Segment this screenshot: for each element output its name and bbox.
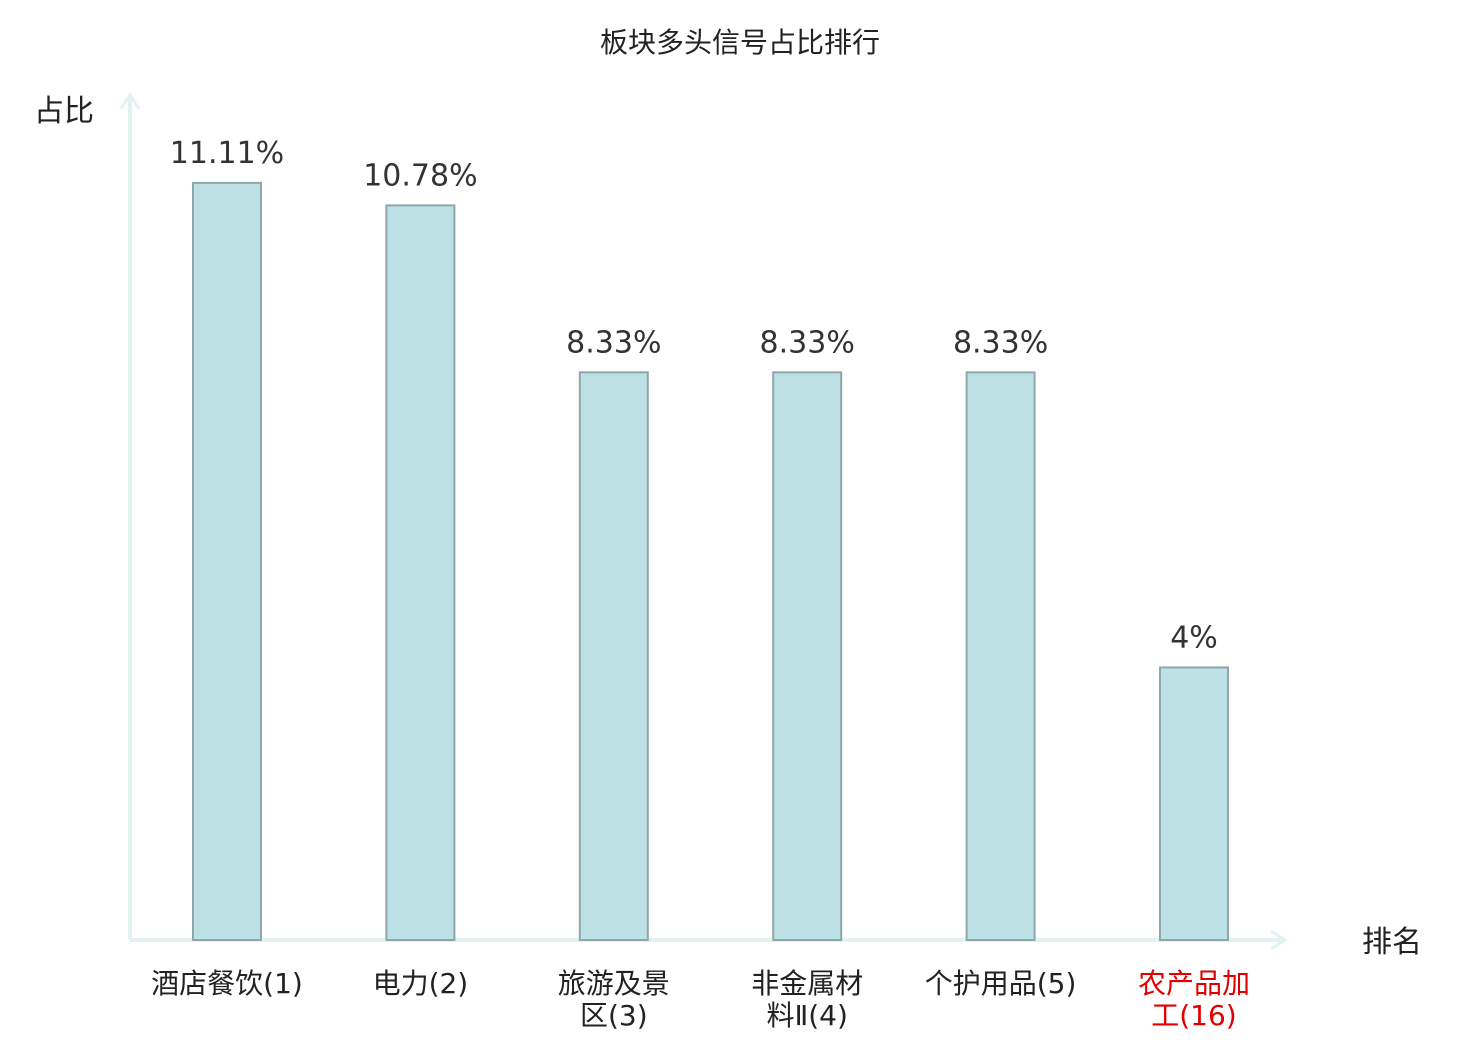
category-label-line: 旅游及景 xyxy=(558,967,670,1000)
category-labels-group: 酒店餐饮(1) 电力(2) 旅游及景区(3) 非金属材料Ⅱ(4) 个护用品(5) 农产品加… xyxy=(151,967,1250,1032)
x-axis-label: 排名 xyxy=(1362,925,1422,960)
category-label-line: 酒店餐饮(1) xyxy=(151,967,303,1000)
value-label: 10.78% xyxy=(363,158,477,193)
category-label-line: 非金属材 xyxy=(751,967,863,1000)
category-label-line: 个护用品(5) xyxy=(925,967,1077,1000)
bars-group xyxy=(192,181,1229,942)
value-label: 8.33% xyxy=(760,325,855,360)
y-axis-label: 占比 xyxy=(34,94,94,129)
category-label: 农产品加工(16) xyxy=(1138,967,1250,1032)
axes xyxy=(119,92,1288,951)
category-label-line: 电力(2) xyxy=(373,967,469,1000)
value-label: 11.11% xyxy=(170,136,284,171)
bar xyxy=(192,181,262,941)
y-axis-arrow-icon xyxy=(119,92,141,110)
bar xyxy=(772,371,843,941)
bar xyxy=(1159,666,1229,942)
value-label: 8.33% xyxy=(566,325,661,360)
chart-title: 板块多头信号占比排行 xyxy=(600,26,880,59)
value-label: 4% xyxy=(1170,620,1218,655)
x-axis-arrow-icon xyxy=(1270,929,1288,951)
category-label: 非金属材料Ⅱ(4) xyxy=(751,967,863,1032)
category-label: 电力(2) xyxy=(373,967,469,1000)
category-label: 旅游及景区(3) xyxy=(558,967,670,1032)
category-label-line: 料Ⅱ(4) xyxy=(766,999,847,1032)
bar xyxy=(385,204,456,942)
category-label: 个护用品(5) xyxy=(925,967,1077,1000)
bar xyxy=(965,371,1036,941)
category-label-line: 区(3) xyxy=(580,999,648,1032)
category-label-line: 工(16) xyxy=(1151,999,1236,1032)
bar xyxy=(578,371,649,941)
value-labels-group: 11.11% 10.78% 8.33% 8.33% 8.33% 4% xyxy=(170,136,1218,656)
value-label: 8.33% xyxy=(953,325,1048,360)
category-label-line: 农产品加 xyxy=(1138,967,1250,1000)
category-label: 酒店餐饮(1) xyxy=(151,967,303,1000)
